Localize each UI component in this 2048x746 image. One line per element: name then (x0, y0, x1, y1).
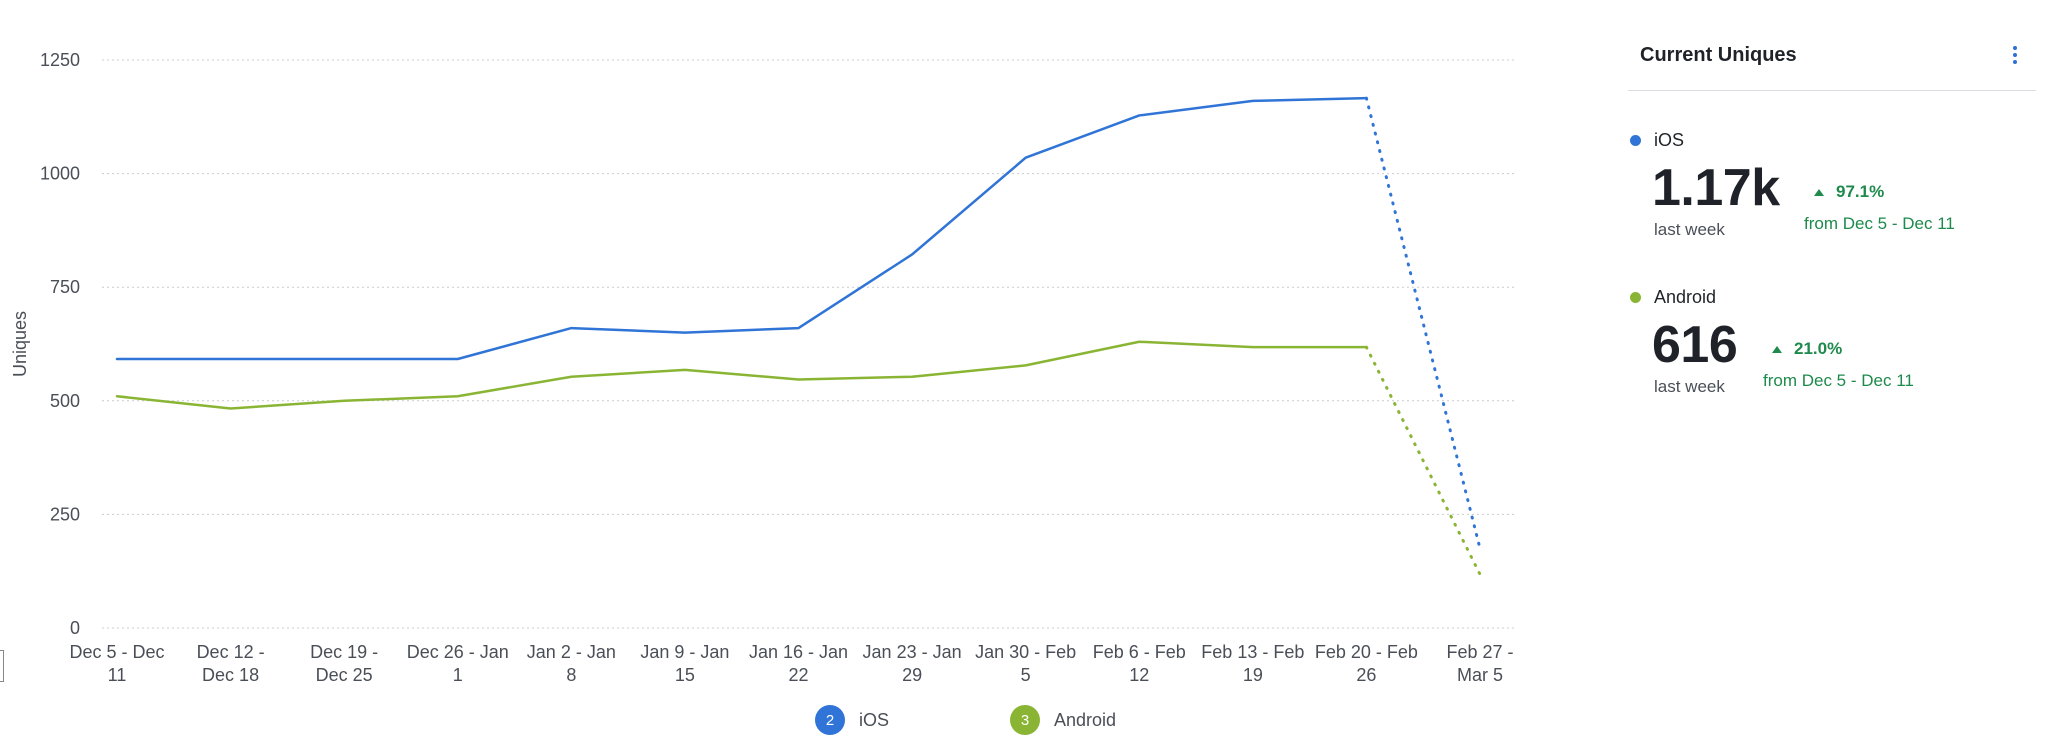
x-tick-label: Dec 12 -Dec 18 (197, 642, 265, 685)
more-options-icon[interactable] (2012, 46, 2018, 68)
data-point-android (796, 376, 802, 382)
x-tick-label: Dec 26 - Jan 1 (407, 642, 509, 685)
data-point-android (1023, 362, 1029, 368)
y-axis-ticks: 0 250 500 750 1000 1250 (40, 50, 80, 638)
x-tick-label: Jan 2 - Jan 8 (527, 642, 616, 685)
data-point-ios (1136, 112, 1142, 118)
legend-label-ios: iOS (859, 709, 890, 730)
data-point-ios (228, 356, 234, 362)
x-tick-label: Feb 27 -Mar 5 (1446, 642, 1513, 685)
y-tick-label: 1250 (40, 50, 80, 70)
x-tick-label: Feb 13 - Feb 19 (1201, 642, 1304, 685)
metric-period: last week (1654, 377, 1725, 396)
current-uniques-panel: Current Uniques iOS 1.17k last week 97.1… (1628, 0, 2036, 746)
x-tick-label: Feb 20 - Feb 26 (1315, 642, 1418, 685)
up-arrow-icon (1772, 345, 1782, 353)
panel-header: Current Uniques (1628, 32, 2036, 91)
data-point-ios (1477, 545, 1483, 551)
series-line-android (115, 340, 1368, 410)
data-point-ios (455, 356, 461, 362)
metric-change: 21.0% (1772, 339, 1842, 359)
data-point-android (341, 398, 347, 404)
x-tick-label: Jan 30 - Feb 5 (975, 642, 1076, 685)
metric-value: 616 (1652, 316, 1738, 374)
metric-change-value: 21.0% (1794, 339, 1843, 358)
metric-change: 97.1% (1814, 182, 1884, 202)
x-tick-label: Feb 6 - Feb 12 (1093, 642, 1186, 685)
y-tick-label: 500 (50, 391, 80, 411)
y-tick-label: 0 (70, 618, 80, 638)
data-point-android (909, 374, 915, 380)
data-point-android (1477, 571, 1483, 577)
data-point-android (1136, 339, 1142, 345)
data-point-ios (114, 356, 120, 362)
data-point-ios (682, 330, 688, 336)
metric-comparison: from Dec 5 - Dec 11 (1804, 214, 1955, 233)
legend-label-android: Android (1054, 709, 1117, 730)
series-partial-line-android (1364, 345, 1482, 576)
gridlines (102, 59, 1514, 629)
metric-value: 1.17k (1652, 159, 1780, 217)
legend-badge-ios: 2 (815, 705, 845, 735)
legend-item-android[interactable]: 3 Android (1010, 704, 1116, 736)
metric-comparison: from Dec 5 - Dec 11 (1763, 371, 1914, 390)
x-tick-label: Dec 5 - Dec 11 (69, 642, 164, 685)
x-tick-label: Jan 9 - Jan 15 (640, 642, 729, 685)
y-tick-label: 1000 (40, 164, 80, 184)
data-point-android (455, 393, 461, 399)
series-line-ios (115, 96, 1368, 361)
metric-period: last week (1654, 220, 1725, 239)
data-point-ios (1250, 98, 1256, 104)
metric-series-android: Android (1630, 287, 1716, 308)
data-point-ios (1023, 155, 1029, 161)
y-axis-title: Uniques (10, 311, 30, 377)
data-point-android (228, 406, 234, 412)
metric-change-value: 97.1% (1836, 182, 1885, 201)
x-tick-label: Dec 19 -Dec 25 (310, 642, 378, 685)
series-dot-icon (1630, 292, 1641, 303)
data-point-android (568, 374, 574, 380)
data-point-ios (909, 251, 915, 257)
legend-badge-android: 3 (1010, 705, 1040, 735)
line-chart: 0 250 500 750 1000 1250 Dec 5 - Dec 11 Dec 12 -… (10, 50, 1514, 685)
panel-title: Current Uniques (1640, 44, 1797, 66)
series-partial-line-ios (1364, 96, 1482, 550)
y-tick-label: 750 (50, 277, 80, 297)
y-tick-label: 250 (50, 504, 80, 524)
scroll-handle[interactable] (0, 650, 4, 682)
data-point-ios (341, 356, 347, 362)
data-point-ios (568, 325, 574, 331)
metric-series-label: Android (1654, 287, 1717, 307)
data-point-android (682, 367, 688, 373)
chart-legend: 2 iOS 3 Android (0, 704, 1510, 740)
legend-item-ios[interactable]: 2 iOS (815, 704, 889, 736)
data-point-ios (796, 325, 802, 331)
series-dot-icon (1630, 135, 1641, 146)
data-point-android (1250, 344, 1256, 350)
x-tick-label: Jan 16 - Jan 22 (749, 642, 848, 685)
data-point-android (114, 393, 120, 399)
series-lines (114, 95, 1483, 577)
data-point-ios (1363, 95, 1369, 101)
x-tick-label: Jan 23 - Jan 29 (863, 642, 962, 685)
data-point-android (1363, 344, 1369, 350)
up-arrow-icon (1814, 188, 1824, 196)
metric-series-label: iOS (1654, 130, 1685, 150)
metric-series-ios: iOS (1630, 130, 1684, 151)
x-axis-ticks: Dec 5 - Dec 11 Dec 12 -Dec 18 Dec 19 -Dec 2… (69, 642, 1513, 685)
